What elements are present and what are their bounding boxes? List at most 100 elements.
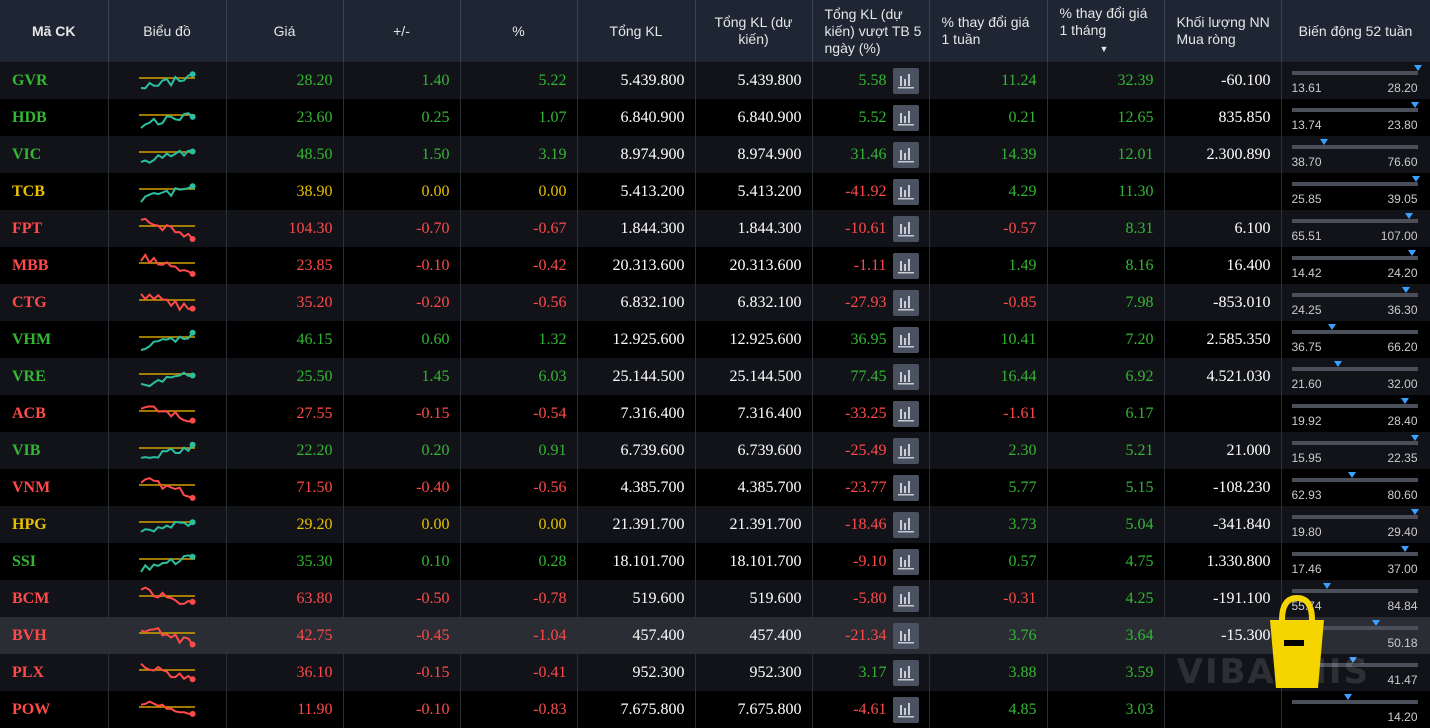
symbol-cell[interactable]: TCB [0,173,108,210]
sparkline-chart[interactable] [108,654,226,691]
header-week-change[interactable]: % thay đổi giá 1 tuần [929,0,1047,62]
volume-chart-icon[interactable] [893,364,919,390]
shopping-bag-icon [1262,590,1332,690]
symbol-cell[interactable]: CTG [0,284,108,321]
sparkline-chart[interactable] [108,173,226,210]
volume-chart-icon[interactable] [893,549,919,575]
header-foreign-net[interactable]: Khối lượng NN Mua ròng [1164,0,1281,62]
month-change-cell: 7.98 [1047,284,1164,321]
sparkline-chart[interactable] [108,506,226,543]
sparkline-chart[interactable] [108,469,226,506]
range52-high: 23.80 [1387,118,1417,132]
header-chart[interactable]: Biểu đồ [108,0,226,62]
volume-chart-icon[interactable] [893,179,919,205]
symbol-cell[interactable]: BVH [0,617,108,654]
volume-chart-icon[interactable] [893,660,919,686]
header-total-vol[interactable]: Tổng KL [577,0,695,62]
sparkline-chart[interactable] [108,321,226,358]
sparkline-chart[interactable] [108,62,226,99]
header-pct[interactable]: % [460,0,577,62]
range52-bar [1292,145,1418,149]
header-range52[interactable]: Biến động 52 tuần [1281,0,1430,62]
volume-chart-icon[interactable] [893,142,919,168]
sparkline-chart[interactable] [108,210,226,247]
sparkline-chart[interactable] [108,580,226,617]
symbol-cell[interactable]: GVR [0,62,108,99]
volume-chart-icon[interactable] [893,327,919,353]
volume-chart-icon[interactable] [893,216,919,242]
symbol-cell[interactable]: BCM [0,580,108,617]
header-est-vs-avg[interactable]: Tổng KL (dự kiến) vượt TB 5 ngày (%) [812,0,929,62]
symbol-cell[interactable]: HPG [0,506,108,543]
week-change-cell: 4.29 [929,173,1047,210]
volume-chart-icon[interactable] [893,290,919,316]
symbol-cell[interactable]: VIB [0,432,108,469]
est-vs-avg-cell: -23.77 [812,469,929,506]
sparkline-chart[interactable] [108,617,226,654]
sparkline-chart[interactable] [108,543,226,580]
sparkline-chart[interactable] [108,691,226,728]
header-symbol[interactable]: Mã CK [0,0,108,62]
volume-chart-icon[interactable] [893,697,919,723]
volume-chart-icon[interactable] [893,623,919,649]
symbol-cell[interactable]: VHM [0,321,108,358]
symbol-cell[interactable]: VRE [0,358,108,395]
symbol-cell[interactable]: PLX [0,654,108,691]
pct-cell: -0.78 [460,580,577,617]
pct-cell: 0.28 [460,543,577,580]
total-vol-cell: 21.391.700 [577,506,695,543]
volume-chart-icon[interactable] [893,401,919,427]
symbol-cell[interactable]: ACB [0,395,108,432]
header-price[interactable]: Giá [226,0,343,62]
pct-cell: -0.67 [460,210,577,247]
symbol-cell[interactable]: VIC [0,136,108,173]
symbol-cell[interactable]: POW [0,691,108,728]
symbol-cell[interactable]: VNM [0,469,108,506]
change-cell: -0.70 [343,210,460,247]
volume-chart-icon[interactable] [893,512,919,538]
sparkline-chart[interactable] [108,395,226,432]
header-est-vol[interactable]: Tổng KL (dự kiến) [695,0,812,62]
symbol-cell[interactable]: HDB [0,99,108,136]
sparkline-chart[interactable] [108,136,226,173]
header-change[interactable]: +/- [343,0,460,62]
sparkline-chart[interactable] [108,99,226,136]
volume-chart-icon[interactable] [893,586,919,612]
total-vol-cell: 8.974.900 [577,136,695,173]
header-month-change[interactable]: % thay đổi giá 1 tháng▼ [1047,0,1164,62]
symbol-cell[interactable]: FPT [0,210,108,247]
symbol-cell[interactable]: SSI [0,543,108,580]
sparkline-chart[interactable] [108,432,226,469]
volume-chart-icon[interactable] [893,253,919,279]
price-cell: 104.30 [226,210,343,247]
symbol-cell[interactable]: MBB [0,247,108,284]
sparkline-chart[interactable] [108,247,226,284]
volume-chart-icon[interactable] [893,105,919,131]
volume-chart-icon[interactable] [893,68,919,94]
sparkline-chart[interactable] [108,358,226,395]
total-vol-cell: 1.844.300 [577,210,695,247]
sparkline-chart[interactable] [108,284,226,321]
change-cell: 0.25 [343,99,460,136]
foreign-net-cell: -341.840 [1164,506,1281,543]
volume-chart-icon[interactable] [893,475,919,501]
volume-chart-icon[interactable] [893,438,919,464]
